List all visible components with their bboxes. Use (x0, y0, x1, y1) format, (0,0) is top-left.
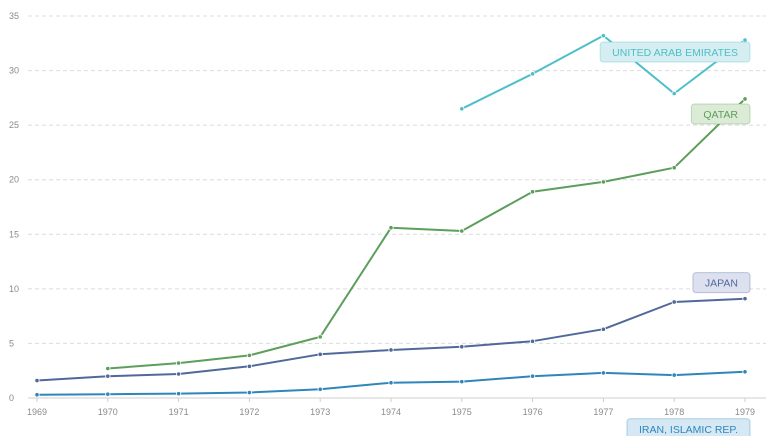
x-tick-label: 1978 (664, 407, 684, 417)
x-tick-label: 1971 (169, 407, 189, 417)
grid-lines (28, 15, 766, 344)
y-tick-label: 20 (9, 175, 19, 185)
data-point[interactable] (600, 370, 607, 376)
data-point[interactable] (600, 326, 607, 332)
series-label-box (626, 418, 751, 436)
data-point[interactable] (176, 360, 182, 366)
series-labels: UNITED ARAB EMIRATES QATAR JAPAN IRAN, ISLA… (599, 41, 751, 436)
x-tick-label: 1977 (593, 407, 613, 417)
data-point[interactable] (388, 347, 394, 353)
y-tick-label: 10 (9, 284, 19, 294)
data-point[interactable] (459, 344, 465, 350)
data-point[interactable] (176, 371, 182, 377)
data-point[interactable] (459, 228, 465, 234)
x-tick-label: 1976 (523, 407, 543, 417)
data-point[interactable] (529, 338, 536, 344)
y-tick-label: 0 (9, 393, 14, 403)
data-point[interactable] (246, 389, 252, 396)
x-tick-label: 1972 (239, 407, 259, 417)
x-tick-label: 1974 (381, 407, 401, 417)
data-point[interactable] (742, 369, 748, 375)
data-point[interactable] (105, 373, 111, 379)
x-tick-label: 1973 (310, 407, 330, 417)
y-tick-label: 30 (9, 66, 19, 76)
data-point[interactable] (34, 392, 40, 398)
data-point[interactable] (742, 96, 748, 102)
data-point[interactable] (246, 352, 252, 359)
data-point[interactable] (459, 379, 465, 385)
series-line-qatar (107, 98, 746, 370)
data-point[interactable] (529, 189, 536, 195)
data-point[interactable] (388, 225, 394, 231)
series-label-box (690, 103, 751, 125)
y-tick-label: 25 (9, 120, 19, 130)
data-point[interactable] (529, 373, 536, 379)
series-line-japan (36, 297, 746, 382)
data-point[interactable] (317, 351, 323, 357)
y-tick-label: 5 (9, 338, 14, 348)
series-label-text: JAPAN (705, 278, 738, 290)
data-point[interactable] (176, 391, 182, 397)
x-tick-label: 1975 (452, 407, 472, 417)
data-point[interactable] (246, 363, 252, 369)
data-point[interactable] (742, 296, 748, 302)
data-point[interactable] (671, 165, 677, 171)
series-united-arab-emirates (459, 33, 748, 112)
data-point[interactable] (388, 380, 394, 386)
y-tick-label: 15 (9, 229, 19, 239)
series-qatar (105, 96, 748, 372)
axes: 0 5 10 15 20 25 30 35 1969 1970 1971 1972 1973 1974 19… (9, 11, 766, 417)
series-label-text: QATAR (703, 109, 738, 121)
series-iran-islamic-rep (34, 369, 748, 398)
data-point[interactable] (671, 299, 677, 305)
x-tick-label: 1979 (735, 407, 755, 417)
series-lines (34, 33, 748, 398)
series-label-box (692, 272, 751, 294)
data-point[interactable] (105, 365, 111, 372)
series-japan (34, 296, 748, 384)
data-point[interactable] (459, 106, 465, 112)
series-label-iran-islamic-rep: IRAN, ISLAMIC REP. (626, 418, 751, 436)
y-tick-label: 35 (9, 11, 19, 21)
series-label-box (599, 41, 751, 63)
data-point[interactable] (671, 372, 677, 378)
data-point[interactable] (34, 377, 40, 384)
series-label-qatar: QATAR (690, 103, 751, 125)
data-point[interactable] (600, 179, 607, 185)
data-point[interactable] (105, 391, 111, 397)
data-point[interactable] (317, 386, 323, 392)
x-tick-label: 1970 (98, 407, 118, 417)
series-label-japan: JAPAN (692, 272, 751, 294)
x-tick-label: 1969 (27, 407, 47, 417)
data-point[interactable] (671, 90, 677, 97)
series-label-united-arab-emirates: UNITED ARAB EMIRATES (599, 41, 751, 63)
data-point[interactable] (317, 334, 323, 340)
series-label-text: UNITED ARAB EMIRATES (612, 47, 738, 59)
data-point[interactable] (600, 33, 607, 39)
series-label-text: IRAN, ISLAMIC REP. (639, 424, 738, 436)
data-point[interactable] (529, 71, 536, 77)
